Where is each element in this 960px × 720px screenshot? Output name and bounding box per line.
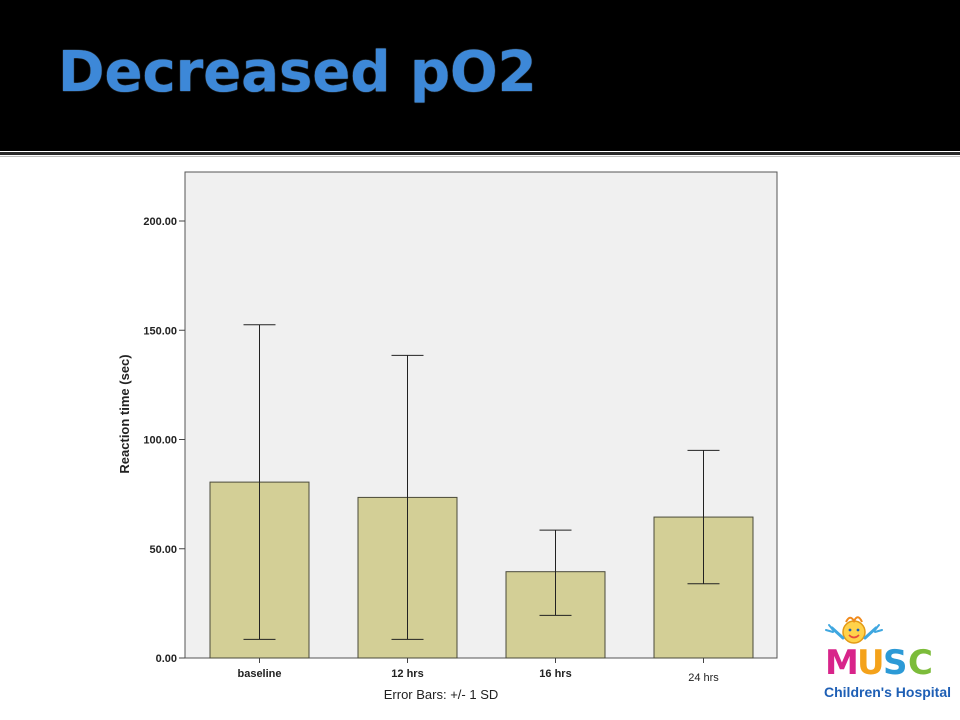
y-tick-label: 150.00	[143, 325, 177, 337]
error-bar-baseline	[243, 324, 276, 640]
musc-wordmark: M U S C	[825, 643, 933, 683]
error-bar-12-hrs	[391, 354, 424, 640]
x-tick-label: 16 hrs	[539, 668, 571, 680]
header-divider	[0, 152, 960, 155]
header-divider-thin	[0, 156, 960, 157]
y-axis-label: Reaction time (sec)	[117, 354, 132, 473]
y-tick-label: 50.00	[149, 544, 177, 556]
y-tick-label: 200.00	[143, 216, 177, 228]
y-tick-label: 100.00	[143, 435, 177, 447]
logo-subtitle: Children's Hospital	[824, 684, 951, 700]
y-tick-label: 0.00	[156, 653, 177, 665]
slide-title: Decreased pO2	[58, 40, 537, 105]
x-tick-label: baseline	[237, 668, 281, 680]
svg-text:C: C	[908, 643, 933, 683]
error-bar-24-hrs	[687, 449, 720, 585]
x-tick-label: 12 hrs	[391, 668, 423, 680]
musc-logo: M U S C Children's Hospital	[824, 616, 951, 700]
error-bar-caption: Error Bars: +/- 1 SD	[384, 687, 499, 702]
svg-text:S: S	[883, 643, 908, 683]
title-bar: Decreased pO2	[0, 0, 960, 151]
child-face-icon	[825, 616, 883, 644]
x-tick-label: 24 hrs	[688, 672, 719, 684]
svg-text:M: M	[825, 643, 859, 683]
error-bar-16-hrs	[539, 529, 572, 616]
svg-text:U: U	[857, 643, 885, 683]
